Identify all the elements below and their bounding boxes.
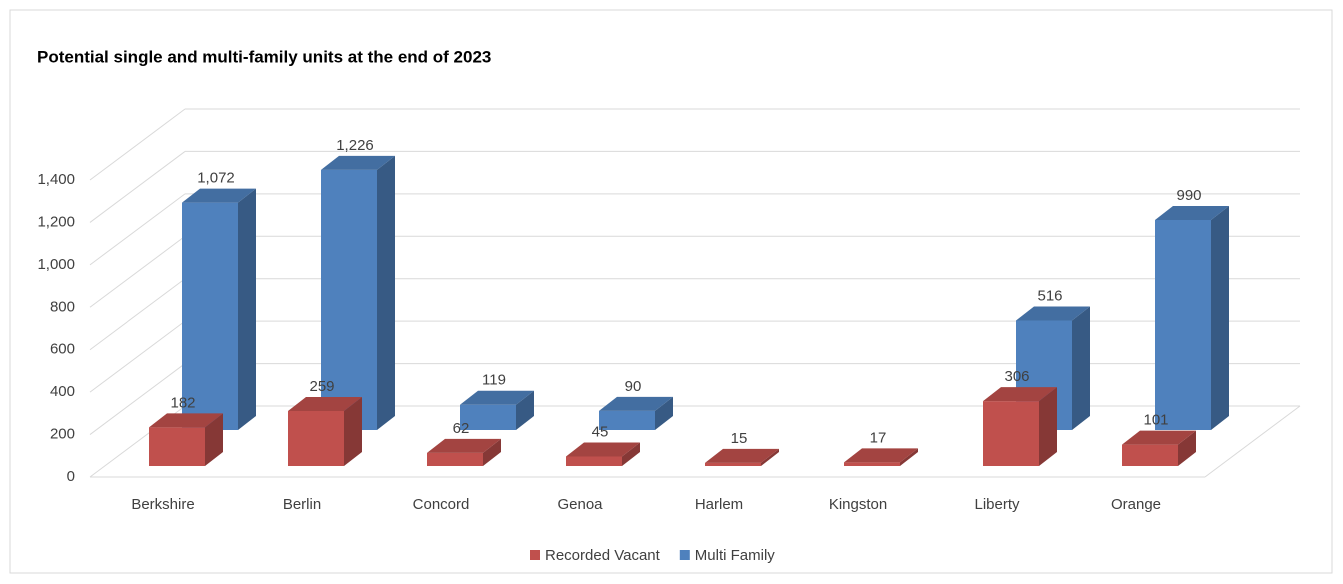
bar-side <box>377 155 395 431</box>
grid-line-side <box>89 278 186 351</box>
bar-top <box>288 397 362 412</box>
bar-side <box>900 448 918 466</box>
bar-side <box>761 448 779 466</box>
bar-top <box>1122 430 1196 445</box>
bar-top <box>566 442 640 457</box>
data-label: 259 <box>309 378 334 395</box>
y-tick-label: 1,400 <box>37 171 75 188</box>
y-tick-label: 800 <box>50 298 75 315</box>
bar-front <box>182 202 238 430</box>
x-tick-label: Berlin <box>283 496 321 513</box>
data-label: 1,226 <box>336 137 374 154</box>
bar-side <box>1072 306 1090 430</box>
data-label: 17 <box>870 429 887 446</box>
y-tick-label: 1,000 <box>37 256 75 273</box>
bar-top <box>182 188 256 203</box>
bar-side <box>622 442 640 466</box>
grid-line-side <box>89 151 186 223</box>
legend-label: Recorded Vacant <box>545 547 661 564</box>
bar-top <box>460 390 534 405</box>
data-label: 306 <box>1004 368 1029 385</box>
grid-line-side <box>89 108 186 181</box>
bar-top <box>983 387 1057 402</box>
bar-front <box>1155 219 1211 430</box>
bar-side <box>1178 430 1196 466</box>
legend-label: Multi Family <box>695 547 776 564</box>
bar-front <box>149 427 205 466</box>
bar-top <box>705 448 779 463</box>
bar <box>1155 205 1229 430</box>
bar-front <box>705 462 761 466</box>
x-tick-label: Liberty <box>974 496 1020 513</box>
x-tick-label: Concord <box>413 496 470 513</box>
y-tick-label: 200 <box>50 426 75 443</box>
data-label: 90 <box>625 378 642 395</box>
bar-front <box>599 410 655 430</box>
bar <box>149 413 223 466</box>
bar-top <box>844 448 918 463</box>
legend-swatch <box>679 550 690 560</box>
bar-side <box>344 397 362 466</box>
bar <box>460 390 534 430</box>
bar-front <box>427 452 483 466</box>
legend-swatch <box>530 550 540 560</box>
bar-side <box>238 188 256 430</box>
y-tick-label: 0 <box>67 468 75 485</box>
bar <box>983 387 1057 466</box>
chart-title: Potential single and multi-family units … <box>37 47 491 66</box>
x-tick-label: Harlem <box>695 496 743 513</box>
x-tick-label: Orange <box>1111 496 1161 513</box>
data-label: 182 <box>170 394 195 411</box>
bar-front <box>321 169 377 431</box>
y-tick-label: 1,200 <box>37 213 75 230</box>
bar-side <box>516 390 534 430</box>
y-tick-label: 600 <box>50 341 75 358</box>
bar-top <box>1016 306 1090 321</box>
x-tick-label: Berkshire <box>131 496 194 513</box>
data-label: 1,072 <box>197 170 235 187</box>
bar-side <box>483 438 501 466</box>
bar-front <box>460 404 516 430</box>
bar-top <box>427 438 501 453</box>
bar <box>1122 430 1196 466</box>
data-label: 62 <box>453 420 470 437</box>
bar-front <box>844 462 900 466</box>
bar <box>599 396 673 430</box>
bar-side <box>205 413 223 466</box>
bar <box>844 448 918 466</box>
bar-front <box>288 411 344 466</box>
bar-top <box>321 155 395 170</box>
bar-side <box>655 396 673 430</box>
grid-line-side <box>89 235 186 308</box>
bar <box>288 397 362 466</box>
data-label: 101 <box>1143 412 1168 429</box>
bar-side <box>1039 387 1057 466</box>
bar-top <box>1155 205 1229 220</box>
data-label: 45 <box>592 423 609 440</box>
x-tick-label: Kingston <box>829 496 887 513</box>
floor-right <box>1204 405 1301 478</box>
data-label: 516 <box>1037 288 1062 305</box>
data-label: 990 <box>1176 187 1201 204</box>
bar <box>566 442 640 466</box>
bar <box>427 438 501 466</box>
data-label: 15 <box>731 430 748 447</box>
bar-front <box>1122 444 1178 466</box>
bar <box>321 155 395 431</box>
grid-line-side <box>89 193 186 266</box>
bar <box>705 448 779 466</box>
bar-side <box>1211 205 1229 430</box>
x-tick-label: Genoa <box>557 496 603 513</box>
y-tick-label: 400 <box>50 383 75 400</box>
bar-front <box>566 456 622 466</box>
bar <box>182 188 256 430</box>
bar-top <box>599 396 673 411</box>
grid-line-side <box>89 363 186 435</box>
bar-top <box>149 413 223 428</box>
grid-line-side <box>89 320 186 393</box>
bar-front <box>983 401 1039 466</box>
data-label: 119 <box>482 372 506 389</box>
